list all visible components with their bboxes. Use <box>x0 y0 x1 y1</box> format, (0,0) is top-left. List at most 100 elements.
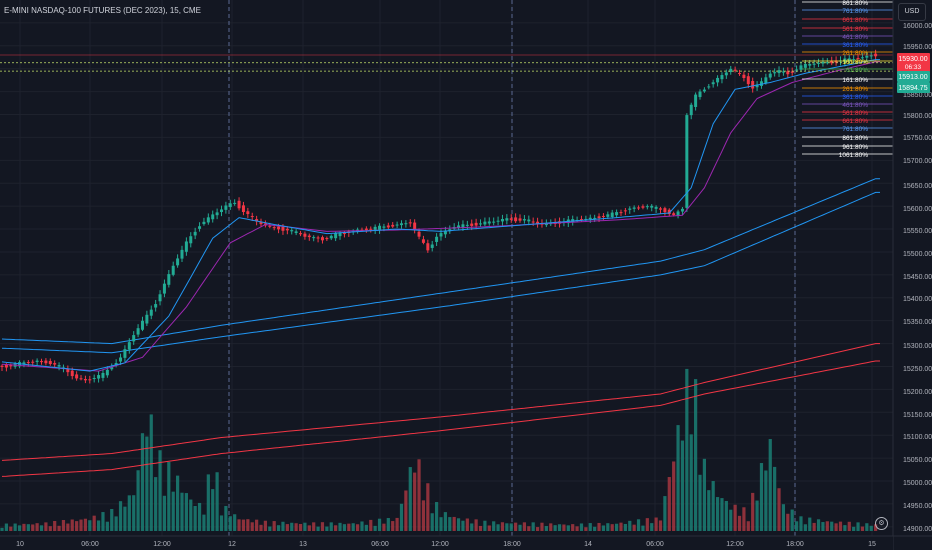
volume-bar <box>715 497 720 531</box>
candle-body <box>457 225 461 228</box>
volume-bar <box>689 434 693 531</box>
volume-bar <box>206 474 210 531</box>
candle-body <box>211 214 215 220</box>
candle-body <box>799 65 803 70</box>
volume-bar <box>615 523 619 531</box>
ma-purple-line <box>1 61 880 372</box>
candle-body <box>716 77 720 83</box>
currency-button[interactable]: USD <box>898 3 926 21</box>
volume-bar <box>369 519 373 531</box>
volume-bar <box>329 522 333 531</box>
candle-body <box>834 60 838 63</box>
candle-body <box>233 202 237 204</box>
time-axis-label: 12:00 <box>726 541 744 548</box>
volume-bar <box>149 414 153 531</box>
volume-bar <box>13 523 17 531</box>
candle-body <box>325 238 329 240</box>
volume-bar <box>729 509 733 531</box>
time-axis <box>0 536 893 550</box>
candle-body <box>189 236 193 244</box>
candle-body <box>281 226 285 231</box>
candle-body <box>676 211 680 216</box>
candle-body <box>215 212 219 216</box>
volume-bar <box>838 521 843 531</box>
candle-body <box>413 222 417 230</box>
candle-body <box>184 241 188 252</box>
volume-bar <box>724 500 728 531</box>
volume-bar <box>702 458 706 531</box>
candle-body <box>439 233 443 237</box>
volume-bar <box>764 470 768 531</box>
candle-body <box>224 205 228 210</box>
candle-body <box>382 226 386 228</box>
candle-body <box>852 59 856 61</box>
volume-bar <box>132 495 136 531</box>
price-axis-label: 15550.00 <box>903 228 932 235</box>
candle-body <box>536 221 540 224</box>
candle-body <box>724 72 728 76</box>
volume-bar <box>219 515 224 531</box>
volume-bar <box>654 517 658 531</box>
candle-body <box>492 221 496 223</box>
candle-body <box>57 365 61 367</box>
candle-body <box>812 63 816 65</box>
candle-body <box>615 212 619 216</box>
volume-bar <box>48 526 52 531</box>
candle-body <box>83 379 87 381</box>
candle-body <box>518 218 522 221</box>
time-axis-label: 18:00 <box>786 541 804 548</box>
candle-body <box>768 73 772 78</box>
volume-bar <box>593 526 597 531</box>
volume-bar <box>430 513 434 531</box>
candle-body <box>654 206 658 209</box>
volume-bar <box>360 521 364 531</box>
volume-bar <box>746 521 750 531</box>
candle-body <box>746 76 750 85</box>
volume-bar <box>351 523 355 531</box>
volume-bar <box>461 520 465 531</box>
volume-bar <box>465 518 469 531</box>
candle-body <box>294 231 298 234</box>
candle-body <box>162 283 166 294</box>
volume-bar <box>694 379 698 531</box>
price-axis-label: 14950.00 <box>903 503 932 510</box>
candle-body <box>312 237 316 239</box>
volume-bar <box>571 524 575 531</box>
settings-icon[interactable]: ⚙ <box>875 517 888 530</box>
candle-body <box>228 203 232 208</box>
volume-bar <box>342 524 347 531</box>
candle-body <box>847 58 851 62</box>
volume-bar <box>171 491 175 531</box>
price-axis-label: 15000.00 <box>903 480 932 487</box>
volume-bar <box>316 526 320 531</box>
volume-bar <box>17 525 22 531</box>
candle-body <box>206 217 210 223</box>
volume-bar <box>549 523 553 531</box>
volume-bar <box>483 520 487 531</box>
volume-bar <box>518 524 522 531</box>
candle-body <box>255 219 259 222</box>
volume-bar <box>856 522 860 531</box>
volume-bar <box>759 463 764 531</box>
volume-bar <box>61 520 66 531</box>
volume-bar <box>105 521 109 531</box>
price-axis-label: 15050.00 <box>903 457 932 464</box>
fib-level-label: 61.80% <box>846 67 868 74</box>
candle-body <box>825 62 829 64</box>
candle-body <box>650 205 654 208</box>
candle-body <box>272 227 276 229</box>
volume-bar <box>96 520 101 531</box>
volume-bar <box>777 488 781 531</box>
volume-bar <box>478 525 483 531</box>
candle-body <box>742 74 746 78</box>
volume-bar <box>162 495 167 531</box>
volume-bar <box>505 523 509 531</box>
time-axis-label: 12:00 <box>431 541 449 548</box>
candle-body <box>299 233 303 235</box>
volume-bar <box>386 518 390 531</box>
fib-level-label: 761.80% <box>842 8 868 15</box>
candle-body <box>88 379 92 381</box>
volume-bar <box>768 439 772 531</box>
price-axis-label: 15650.00 <box>903 183 932 190</box>
